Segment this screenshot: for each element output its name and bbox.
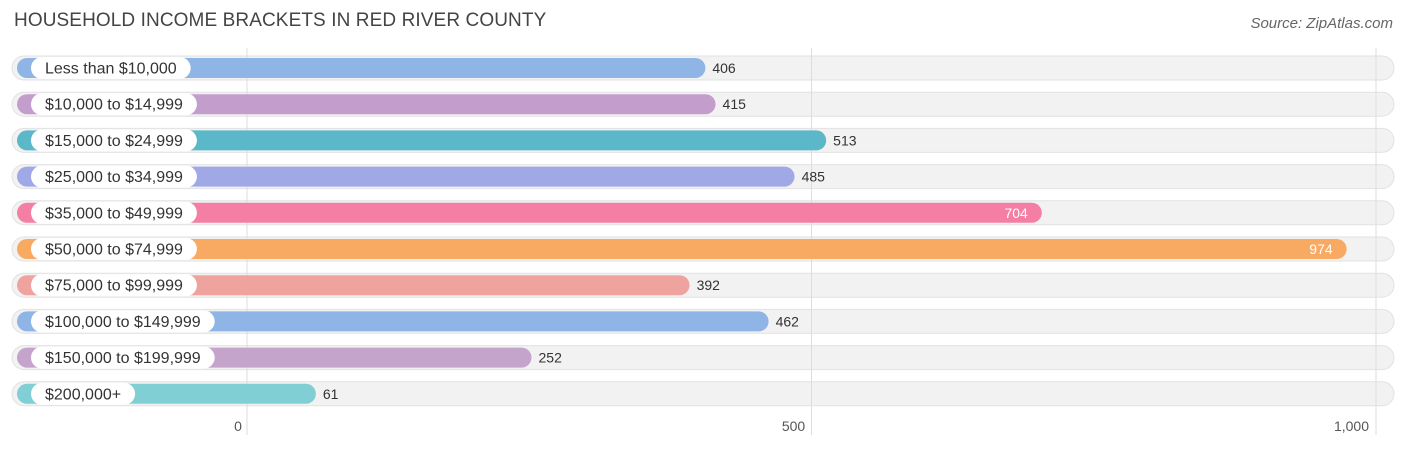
bar [17, 239, 1347, 259]
bar-value-label: 392 [697, 277, 721, 293]
bar-value-label: 513 [833, 132, 857, 148]
bar-value-label: 61 [323, 386, 339, 402]
x-axis-ticks: 0 500 1,000 [234, 418, 1369, 434]
bar-value-label: 974 [1309, 241, 1333, 257]
bars: Less than $10,000 406 $10,000 to $14,999 41… [17, 57, 1347, 405]
bar [17, 166, 795, 187]
category-label-pill [31, 274, 197, 297]
category-label-pill [31, 165, 197, 188]
bar-value-label: 462 [776, 313, 800, 329]
bar-value-label: 406 [712, 60, 736, 76]
bar-value-label: 485 [802, 169, 826, 185]
bar-value-label: 415 [723, 96, 747, 112]
bar-value-label: 252 [539, 350, 563, 366]
chart-title: HOUSEHOLD INCOME BRACKETS IN RED RIVER C… [14, 10, 547, 31]
category-label-pill [31, 310, 215, 333]
bar-category-label: $10,000 to $14,999 [45, 97, 183, 114]
x-tick-label: 0 [234, 418, 242, 434]
bar-category-label: $150,000 to $199,999 [45, 350, 201, 367]
x-tick-label: 1,000 [1334, 418, 1369, 434]
bar-category-label: Less than $10,000 [45, 61, 177, 78]
bar [17, 130, 827, 151]
bar-category-label: $50,000 to $74,999 [45, 242, 183, 259]
x-tick-label: 500 [782, 418, 806, 434]
bar-value-label: 704 [1004, 205, 1028, 221]
bar-category-label: $200,000+ [45, 386, 121, 403]
category-label-pill [31, 382, 136, 405]
category-label-pill [31, 57, 191, 79]
chart-source: Source: ZipAtlas.com [1250, 15, 1393, 32]
bar-category-label: $25,000 to $34,999 [45, 169, 183, 186]
category-label-pill [31, 201, 197, 224]
bar-category-label: $15,000 to $24,999 [45, 133, 183, 150]
bar-category-label: $75,000 to $99,999 [45, 278, 183, 295]
category-label-pill [31, 129, 197, 152]
category-label-pill [31, 346, 215, 369]
bar-category-label: $100,000 to $149,999 [45, 314, 201, 331]
bar [17, 202, 1042, 223]
row-track [11, 381, 1395, 407]
category-label-pill [31, 93, 197, 116]
bar-category-label: $35,000 to $49,999 [45, 205, 183, 222]
category-label-pill [31, 238, 197, 260]
